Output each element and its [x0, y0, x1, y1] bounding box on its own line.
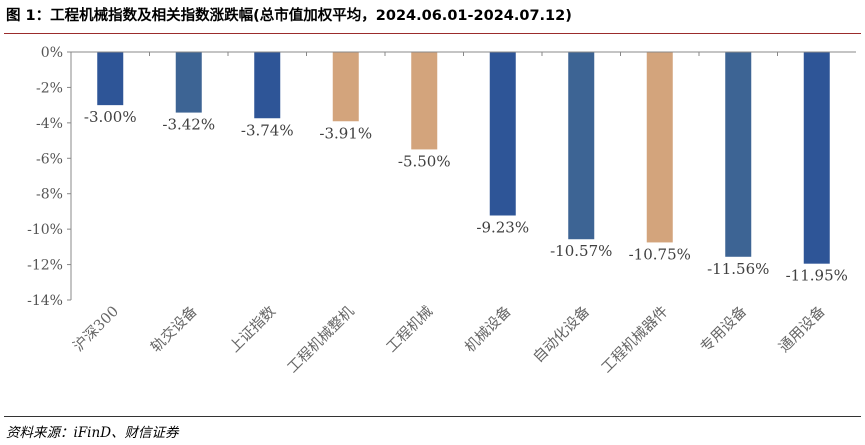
y-axis: 0% -2% -4% -6% -8% -10% -12% -14%	[27, 45, 72, 309]
title-divider	[4, 33, 861, 34]
data-label: -5.50%	[398, 152, 451, 170]
y-tick-label: -4%	[36, 116, 63, 132]
x-category-label: 沪深300	[70, 303, 122, 355]
bar-chart: 0%-2%-4%-6%-8%-10%-12%-14% -3.00% -3.42% -…	[27, 45, 856, 377]
data-label: -3.42%	[162, 116, 215, 134]
y-tick-label: -10%	[27, 222, 63, 238]
bar	[254, 52, 281, 119]
chart-title: 图 1：工程机械指数及相关指数涨跌幅(总市值加权平均，2024.06.01-20…	[6, 8, 572, 24]
source-note: 资料来源：iFinD、财信证券	[6, 425, 179, 441]
data-label: -11.56%	[707, 260, 769, 278]
data-label: -3.74%	[241, 121, 294, 139]
y-tick-label: -6%	[36, 151, 63, 167]
bar	[568, 52, 595, 240]
y-tick-label: 0%	[41, 45, 63, 61]
y-tick-label: -12%	[27, 258, 63, 274]
data-label: -11.95%	[786, 267, 848, 285]
y-tick-label: -2%	[36, 80, 63, 96]
bar	[725, 52, 752, 257]
data-label: -10.57%	[550, 242, 612, 260]
bar	[175, 52, 202, 113]
y-tick-label: -8%	[36, 187, 63, 203]
data-labels-group: -3.00% -3.42% -3.74% -3.91% -5.50% -9.23% -10.…	[84, 108, 848, 285]
bar	[803, 52, 830, 264]
source-divider	[4, 416, 861, 417]
x-category-label: 上证指数	[226, 302, 279, 355]
x-category-label: 通用设备	[776, 302, 829, 355]
y-tick-label: -14%	[27, 293, 63, 309]
data-label: -9.23%	[476, 219, 529, 237]
data-label: -10.75%	[629, 245, 691, 263]
x-category-label: 工程机械整机	[284, 302, 358, 376]
data-label: -3.00%	[84, 108, 137, 126]
x-category-label: 工程机械	[383, 303, 436, 356]
bar	[489, 52, 516, 216]
data-label: -3.91%	[319, 124, 372, 142]
x-category-label: 自动化设备	[530, 302, 594, 366]
bars-group	[97, 52, 830, 264]
bar	[411, 52, 438, 150]
bar	[97, 52, 124, 106]
x-category-label: 机械设备	[462, 302, 515, 355]
x-category-label: 工程机械器件	[598, 303, 672, 377]
bar	[646, 52, 673, 243]
x-category-label: 轨交设备	[147, 302, 201, 356]
bar	[332, 52, 359, 122]
x-category-label: 专用设备	[697, 302, 750, 355]
